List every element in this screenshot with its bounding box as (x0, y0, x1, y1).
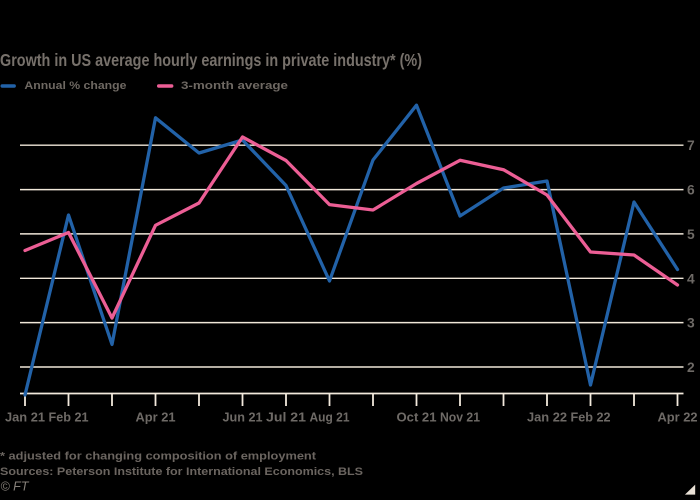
svg-text:* adjusted for changing compos: * adjusted for changing composition of e… (0, 451, 316, 463)
svg-text:Oct 21: Oct 21 (397, 411, 437, 425)
svg-text:Feb 21: Feb 21 (49, 411, 89, 425)
svg-text:Growth in US average hourly ea: Growth in US average hourly earnings in … (0, 50, 422, 70)
svg-text:Apr 22: Apr 22 (658, 411, 698, 425)
svg-text:4: 4 (687, 271, 695, 286)
svg-text:5: 5 (687, 227, 695, 242)
svg-text:2: 2 (687, 360, 695, 375)
svg-text:Aug 21: Aug 21 (310, 411, 350, 425)
svg-text:Feb 22: Feb 22 (571, 411, 611, 425)
svg-text:7: 7 (687, 138, 695, 153)
svg-text:3-month average: 3-month average (181, 80, 288, 92)
svg-text:6: 6 (687, 183, 695, 198)
svg-text:Annual % change: Annual % change (24, 80, 126, 92)
svg-text:Jun 21: Jun 21 (223, 411, 263, 425)
svg-text:Nov 21: Nov 21 (440, 411, 480, 425)
svg-text:Apr 21: Apr 21 (136, 411, 176, 425)
svg-text:3: 3 (687, 316, 695, 331)
svg-text:Jan 21: Jan 21 (5, 411, 45, 425)
svg-text:Jan 22: Jan 22 (527, 411, 567, 425)
svg-text:© FT: © FT (1, 480, 30, 494)
svg-text:Sources: Peterson Institute fo: Sources: Peterson Institute for Internat… (0, 466, 364, 478)
svg-text:Jul 21: Jul 21 (266, 411, 306, 425)
